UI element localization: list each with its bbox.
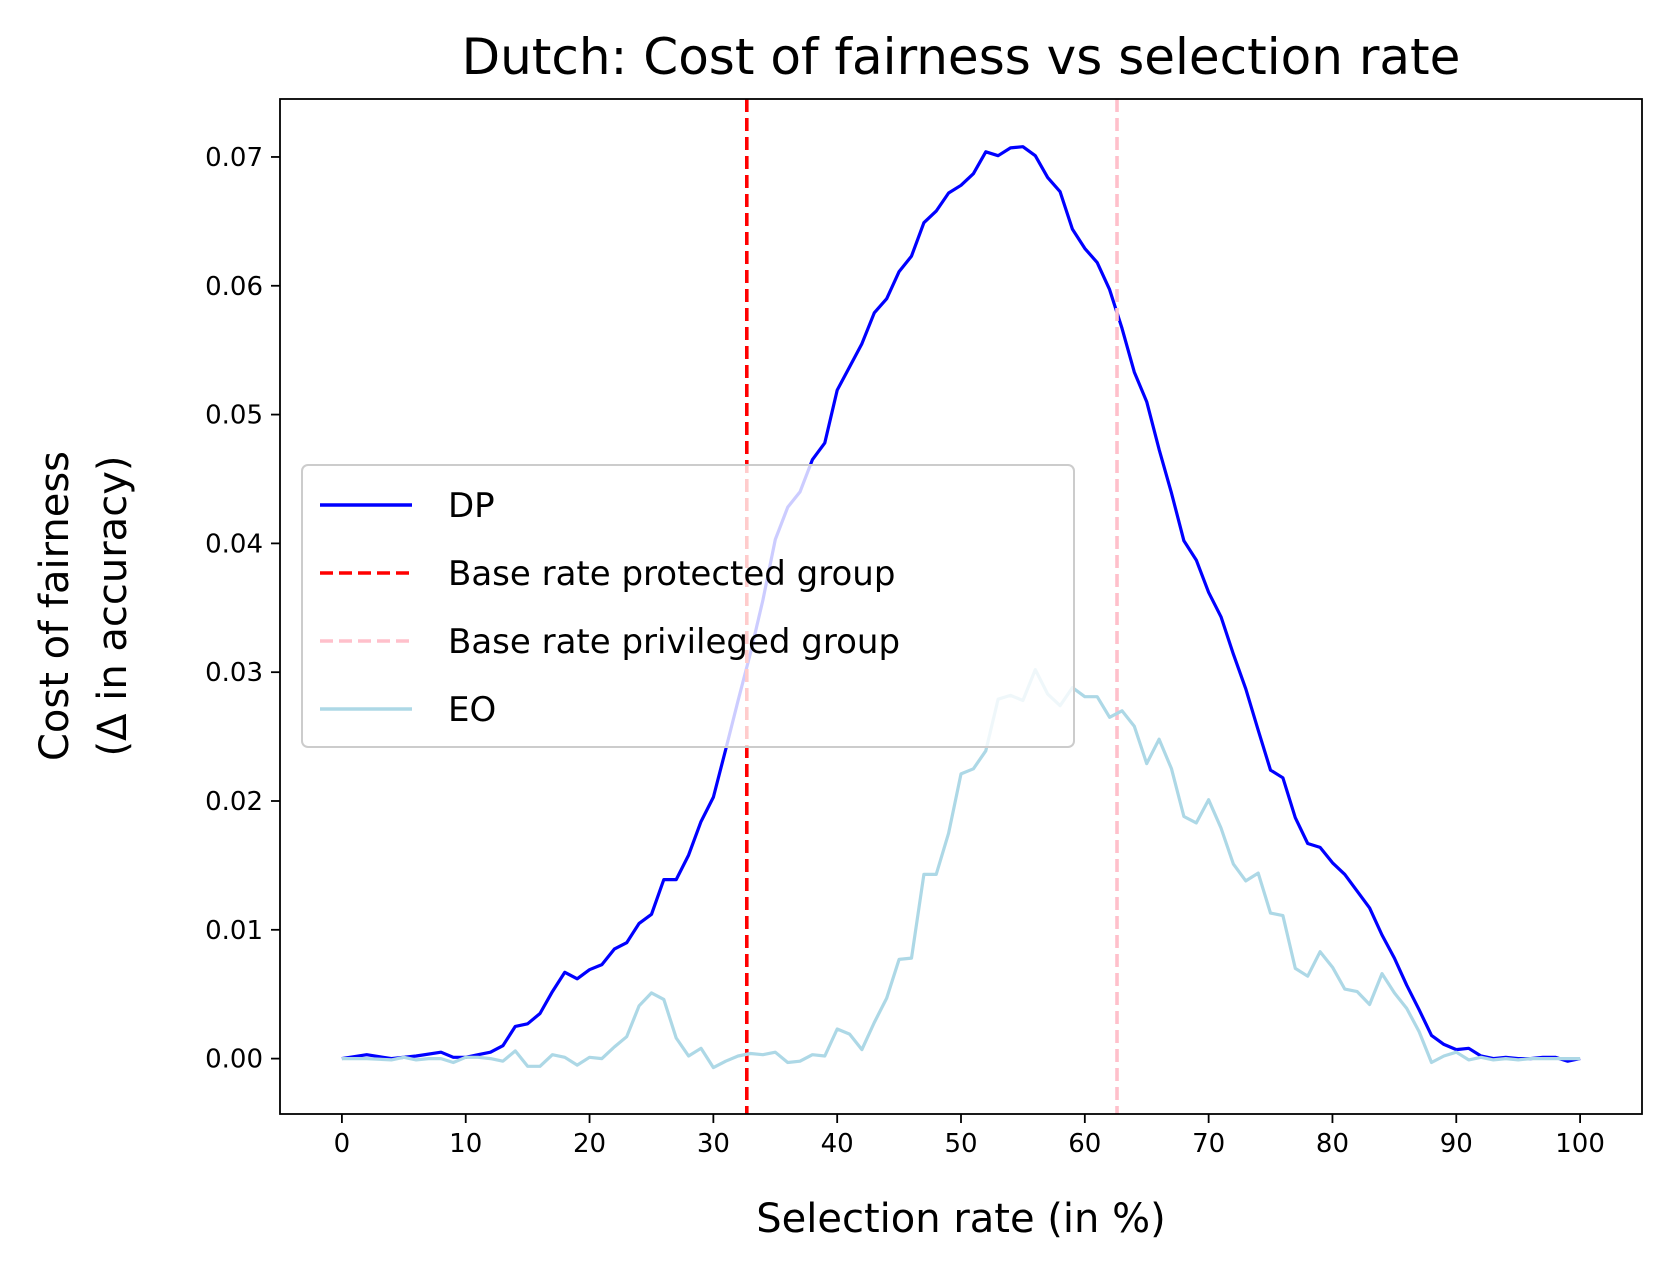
x-tick-label: 0 [334,1129,351,1159]
y-tick-label: 0.06 [205,272,263,302]
y-tick-label: 0.00 [205,1045,263,1075]
series-line-eo [341,667,1581,1070]
y-axis-title: Cost of fairness (Δ in accuracy) [32,451,136,761]
x-axis-title: Selection rate (in %) [756,1196,1165,1242]
y-axis-title-line2: (Δ in accuracy) [90,456,136,757]
x-tick-label: 100 [1555,1129,1605,1159]
legend-label: Base rate protected group [448,554,895,594]
x-tick-label: 50 [944,1129,977,1159]
chart-title: Dutch: Cost of fairness vs selection rat… [462,28,1461,86]
y-tick-label: 0.04 [205,529,263,559]
legend: DP Base rate protected group Base rate pri… [301,464,1075,748]
series-line-dp [341,145,1581,1063]
y-axis-title-line1: Cost of fairness [32,451,78,761]
x-tick-label: 30 [697,1129,730,1159]
legend-label: DP [448,486,495,526]
x-tick-label: 90 [1440,1129,1473,1159]
y-tick-label: 0.02 [205,787,263,817]
x-tick-label: 70 [1192,1129,1225,1159]
y-tick-label: 0.03 [205,658,263,688]
x-tick-label: 80 [1316,1129,1349,1159]
x-tick-label: 40 [821,1129,854,1159]
legend-box [301,464,1075,748]
legend-label: EO [448,690,496,730]
y-tick-label: 0.07 [205,143,263,173]
legend-label: Base rate privileged group [448,622,900,662]
x-tick-label: 60 [1068,1129,1101,1159]
axes: 0 10 20 30 40 50 60 70 80 90 100 0.00 0.01 0.02 0.03 0.… [205,98,1643,1159]
x-tick-label: 20 [573,1129,606,1159]
y-tick-label: 0.01 [205,916,263,946]
y-tick-label: 0.05 [205,401,263,431]
plot-area [341,99,1581,1114]
x-tick-label: 10 [449,1129,482,1159]
